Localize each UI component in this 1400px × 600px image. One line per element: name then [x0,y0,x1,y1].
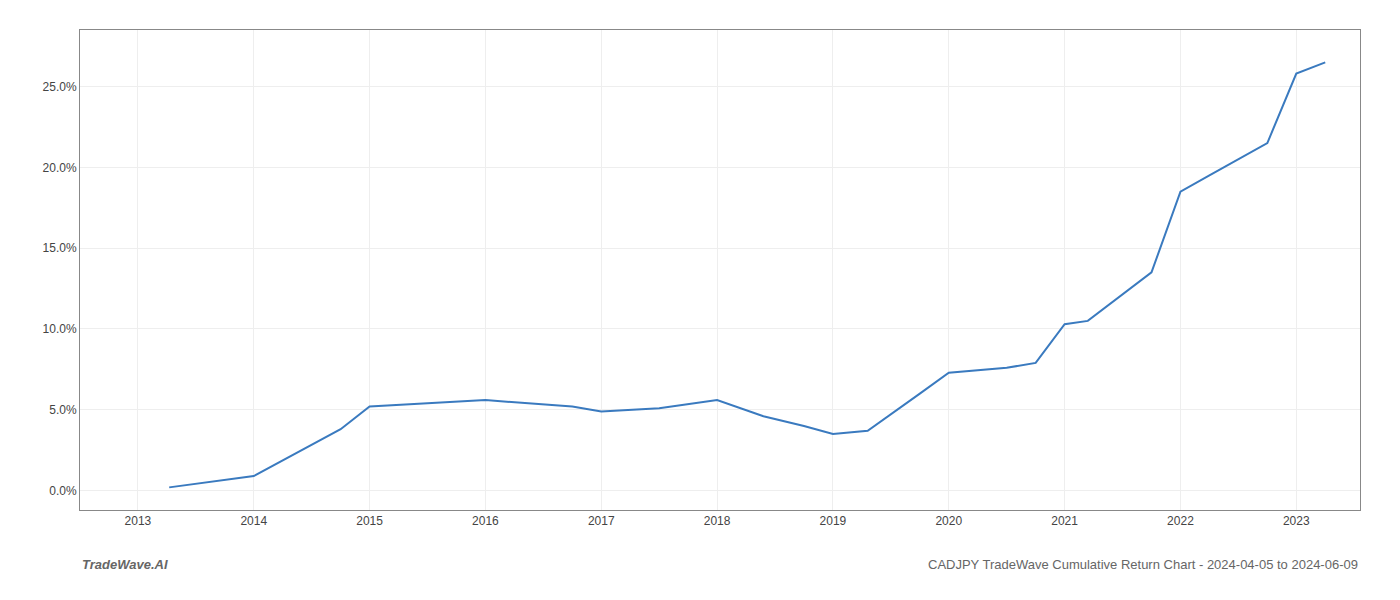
svg-text:5.0%: 5.0% [49,403,77,417]
svg-text:2018: 2018 [704,514,731,528]
svg-text:2020: 2020 [935,514,962,528]
svg-text:2015: 2015 [356,514,383,528]
svg-text:2019: 2019 [820,514,847,528]
svg-text:2017: 2017 [588,514,615,528]
svg-text:CADJPY TradeWave Cumulative Re: CADJPY TradeWave Cumulative Return Chart… [928,557,1358,572]
svg-text:0.0%: 0.0% [49,484,77,498]
svg-text:2021: 2021 [1051,514,1078,528]
svg-text:25.0%: 25.0% [43,80,77,94]
svg-text:2013: 2013 [125,514,152,528]
svg-text:2014: 2014 [240,514,267,528]
svg-text:2016: 2016 [472,514,499,528]
svg-text:2022: 2022 [1167,514,1194,528]
svg-text:20.0%: 20.0% [43,161,77,175]
svg-text:2023: 2023 [1283,514,1310,528]
svg-text:15.0%: 15.0% [43,241,77,255]
svg-text:TradeWave.AI: TradeWave.AI [82,557,168,572]
svg-text:10.0%: 10.0% [43,322,77,336]
